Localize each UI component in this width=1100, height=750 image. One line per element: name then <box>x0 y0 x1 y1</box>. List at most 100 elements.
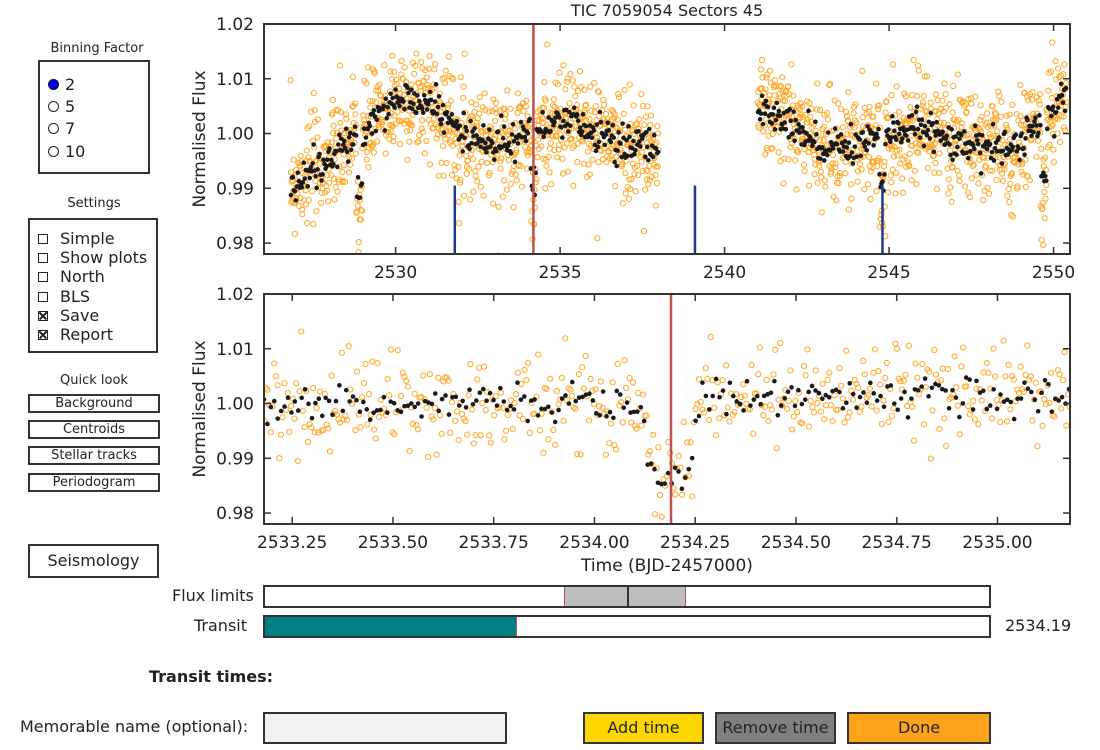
radio-icon-selected[interactable] <box>48 79 59 90</box>
checkbox-icon[interactable] <box>38 252 48 263</box>
zoomed-transit-plot[interactable]: 2533.25 2533.50 2533.75 2534.00 2534.25 2534.… <box>190 285 1072 576</box>
binned-point <box>498 385 503 391</box>
setting-bls[interactable]: BLS <box>38 287 90 306</box>
unbinned-point <box>579 364 586 371</box>
unbinned-point <box>936 425 943 433</box>
radio-icon[interactable] <box>48 101 59 112</box>
unbinned-point <box>993 396 1000 403</box>
setting-simple[interactable]: Simple <box>38 229 115 248</box>
binning-option-2[interactable]: 2 <box>48 75 75 94</box>
binned-point <box>948 152 953 158</box>
unbinned-point <box>971 416 978 423</box>
binned-point <box>866 141 871 146</box>
flux-limits-slider[interactable] <box>263 585 991 608</box>
unbinned-point <box>835 179 842 187</box>
binned-point <box>631 409 637 415</box>
unbinned-point <box>652 171 659 179</box>
unbinned-point <box>1058 113 1065 120</box>
checkbox-icon[interactable] <box>38 233 48 244</box>
binning-option-7[interactable]: 7 <box>48 119 75 138</box>
full-lightcurve-plot[interactable]: 2530 2535 2540 2545 25500.980.991.001.011.02… <box>190 15 1075 283</box>
unbinned-point <box>509 425 516 433</box>
unbinned-point <box>968 175 975 182</box>
binned-point <box>552 119 557 125</box>
binned-point <box>330 412 335 418</box>
periodogram-button[interactable]: Periodogram <box>28 473 160 492</box>
checkbox-checked-icon[interactable] <box>38 329 48 340</box>
unbinned-point <box>781 155 788 162</box>
binned-point <box>834 141 840 147</box>
binning-option-5[interactable]: 5 <box>48 97 75 116</box>
binned-point <box>1032 119 1037 124</box>
binned-point <box>871 143 876 148</box>
transit-value: 2534.19 <box>1005 616 1072 635</box>
setting-show-plots[interactable]: Show plots <box>38 248 147 267</box>
done-button[interactable]: Done <box>847 712 991 744</box>
background-button[interactable]: Background <box>28 394 160 413</box>
unbinned-point <box>563 114 570 121</box>
unbinned-point <box>792 397 799 405</box>
unbinned-point <box>634 172 642 179</box>
unbinned-point <box>564 78 571 85</box>
transit-slider[interactable] <box>263 615 991 638</box>
unbinned-point <box>389 429 396 436</box>
unbinned-point <box>914 62 922 69</box>
binned-point <box>665 470 671 476</box>
checkbox-icon[interactable] <box>38 291 48 302</box>
binned-point <box>580 394 585 400</box>
binned-point <box>402 403 407 409</box>
binned-point <box>974 378 979 384</box>
binned-point <box>769 121 775 126</box>
unbinned-point <box>997 113 1005 120</box>
unbinned-point <box>726 418 733 425</box>
unbinned-point <box>660 476 667 483</box>
binned-point <box>760 121 766 127</box>
unbinned-point <box>343 416 351 424</box>
unbinned-point <box>424 81 431 88</box>
binned-point <box>487 390 493 396</box>
unbinned-point <box>521 366 528 374</box>
binned-point <box>825 130 831 135</box>
binned-point <box>819 144 825 150</box>
binned-point <box>974 138 980 143</box>
unbinned-point <box>1054 130 1061 137</box>
add-time-button[interactable]: Add time <box>583 712 704 744</box>
flux-limits-range[interactable] <box>564 587 687 606</box>
checkbox-checked-icon[interactable] <box>38 310 48 321</box>
binned-point <box>462 135 467 141</box>
binned-point <box>406 90 411 96</box>
memorable-name-input[interactable] <box>263 712 507 744</box>
unbinned-point <box>311 429 318 436</box>
setting-save[interactable]: Save <box>38 306 99 325</box>
binned-point <box>319 178 324 183</box>
checkbox-icon[interactable] <box>38 271 48 282</box>
unbinned-point <box>935 110 942 117</box>
unbinned-point <box>430 416 437 423</box>
unbinned-point <box>614 116 621 123</box>
unbinned-point <box>626 81 633 88</box>
unbinned-point <box>878 420 885 428</box>
binning-option-10[interactable]: 10 <box>48 142 85 161</box>
binned-point <box>1034 123 1039 128</box>
unbinned-point <box>622 190 629 197</box>
binned-point <box>947 142 952 147</box>
lightcurve-plots[interactable]: TIC 7059054 Sectors 45 2530 2535 2540 2545 2… <box>0 0 1100 580</box>
seismology-button[interactable]: Seismology <box>28 544 159 578</box>
unbinned-point <box>700 409 708 416</box>
stellar-tracks-button[interactable]: Stellar tracks <box>28 446 160 465</box>
unbinned-point <box>381 62 388 69</box>
remove-time-button[interactable]: Remove time <box>715 712 836 744</box>
unbinned-point <box>411 390 418 397</box>
binned-point <box>302 386 308 392</box>
unbinned-point <box>841 419 848 426</box>
setting-north[interactable]: North <box>38 267 105 286</box>
unbinned-point <box>806 99 813 106</box>
setting-report[interactable]: Report <box>38 325 113 344</box>
binned-point <box>464 128 469 134</box>
radio-icon[interactable] <box>48 146 59 157</box>
x-tick-label: 2545 <box>867 263 910 283</box>
radio-icon[interactable] <box>48 123 59 134</box>
binned-point <box>820 396 825 402</box>
centroids-button[interactable]: Centroids <box>28 420 160 439</box>
binned-point <box>446 412 452 417</box>
